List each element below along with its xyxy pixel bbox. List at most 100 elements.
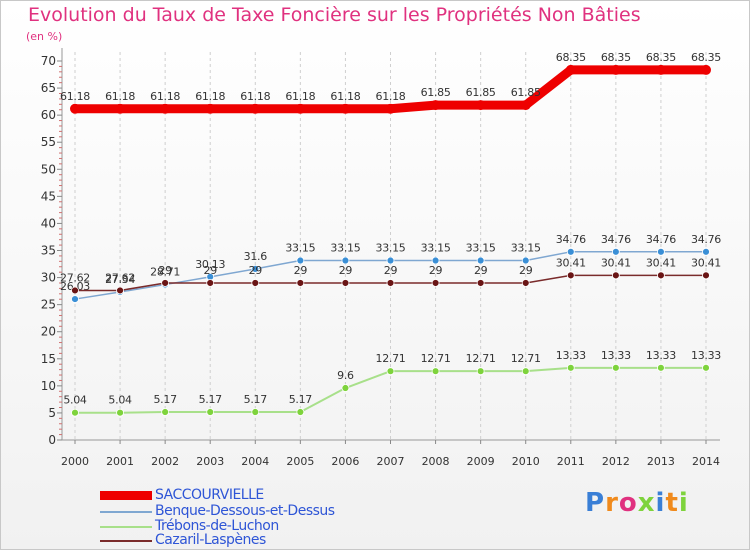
data-point <box>341 279 350 287</box>
x-tick-label: 2013 <box>647 455 675 468</box>
data-point <box>430 100 441 111</box>
data-label: 29 <box>339 264 353 277</box>
data-point <box>386 256 395 265</box>
proxiti-logo: Proxiti <box>585 488 689 518</box>
data-label: 33.15 <box>511 242 541 255</box>
data-label: 34.76 <box>556 233 586 246</box>
data-point <box>521 367 530 376</box>
y-tick-label: 15 <box>41 352 56 366</box>
data-label: 61.18 <box>60 90 90 103</box>
y-tick-label: 10 <box>41 379 56 393</box>
y-tick-label: 5 <box>48 406 56 420</box>
data-point <box>116 408 124 417</box>
x-tick-label: 2002 <box>151 455 179 468</box>
legend-swatch <box>100 511 152 513</box>
data-label: 34.76 <box>646 233 676 246</box>
data-label: 29 <box>519 264 533 277</box>
y-tick-label: 30 <box>41 271 56 285</box>
data-point <box>296 256 305 265</box>
y-tick-label: 60 <box>41 108 56 122</box>
data-label: 30.41 <box>691 256 721 269</box>
data-point <box>116 286 124 295</box>
data-point <box>431 256 440 265</box>
data-point <box>521 279 530 287</box>
data-label: 12.71 <box>466 352 496 365</box>
x-tick-label: 2011 <box>557 455 585 468</box>
legend-label: SACCOURVIELLE <box>155 487 264 503</box>
data-label: 68.35 <box>601 51 631 64</box>
y-tick-label: 55 <box>41 135 56 149</box>
y-tick-label: 35 <box>41 244 56 258</box>
series-3: 27.62 27.62 29 29 29 29 29 29 29 29 29 30.41 30.41 30… <box>60 256 721 295</box>
data-point <box>296 408 305 416</box>
y-unit-label: (en %) <box>26 30 63 43</box>
data-label: 61.85 <box>511 86 541 99</box>
data-point <box>702 271 710 280</box>
data-label: 29 <box>204 264 218 277</box>
data-label: 34.76 <box>601 233 631 246</box>
x-tick-label: 2006 <box>331 455 359 468</box>
data-point <box>566 271 575 280</box>
y-tick-label: 45 <box>41 189 56 203</box>
data-point <box>341 384 350 392</box>
data-point <box>520 100 531 111</box>
data-point <box>386 367 395 376</box>
data-label: 27.62 <box>105 271 135 284</box>
data-point <box>71 295 79 303</box>
data-point <box>251 408 260 416</box>
x-tick-label: 2005 <box>286 455 314 468</box>
data-label: 33.15 <box>376 242 406 255</box>
data-label: 27.34 <box>105 273 135 286</box>
data-label: 9.6 <box>337 369 354 382</box>
data-label: 5.04 <box>63 394 87 407</box>
x-tick-label: 2014 <box>692 455 720 468</box>
data-label: 61.18 <box>285 90 315 103</box>
legend-label: Cazaril-Laspènes <box>155 532 266 548</box>
x-tick-label: 2012 <box>602 455 630 468</box>
data-point <box>341 256 350 265</box>
x-tick-label: 2009 <box>467 455 495 468</box>
data-point <box>476 256 485 265</box>
data-point <box>250 103 261 114</box>
data-point <box>610 64 621 75</box>
data-label: 29 <box>429 264 443 277</box>
data-label: 12.71 <box>511 352 541 365</box>
legend-swatch <box>100 540 152 542</box>
data-label: 29 <box>249 264 263 277</box>
data-point <box>565 64 576 75</box>
data-label: 12.71 <box>376 352 406 365</box>
data-label: 61.85 <box>466 86 496 99</box>
data-label: 5.17 <box>153 393 177 406</box>
data-point <box>71 286 79 295</box>
x-tick-label: 2001 <box>106 455 134 468</box>
logo-text: Proxiti <box>585 488 689 518</box>
legend-label: Benque-Dessous-et-Dessus <box>155 503 335 519</box>
data-point <box>702 363 710 372</box>
data-label: 61.18 <box>330 90 360 103</box>
data-point <box>206 408 215 416</box>
data-point <box>657 247 665 256</box>
series-2: 5.04 5.04 5.17 5.17 5.17 5.17 9.6 12.71 12.71 12.… <box>63 349 722 417</box>
data-label: 30.13 <box>195 258 225 271</box>
data-label: 29 <box>158 264 172 277</box>
data-point <box>115 103 126 114</box>
data-point <box>475 100 486 111</box>
data-point <box>476 367 485 376</box>
data-point <box>566 363 575 372</box>
data-label: 29 <box>294 264 308 277</box>
data-point <box>385 103 396 114</box>
data-label: 68.35 <box>556 51 586 64</box>
chart-title: Evolution du Taux de Taxe Foncière sur l… <box>28 4 641 26</box>
data-point <box>295 103 306 114</box>
data-label: 61.85 <box>421 86 451 99</box>
data-label: 68.35 <box>646 51 676 64</box>
data-point <box>251 279 260 287</box>
y-tick-label: 20 <box>41 325 56 339</box>
x-tick-label: 2008 <box>422 455 450 468</box>
data-point <box>296 279 305 287</box>
data-point <box>566 247 575 256</box>
data-label: 31.6 <box>244 250 268 263</box>
data-label: 29 <box>384 264 398 277</box>
data-point <box>657 271 665 280</box>
